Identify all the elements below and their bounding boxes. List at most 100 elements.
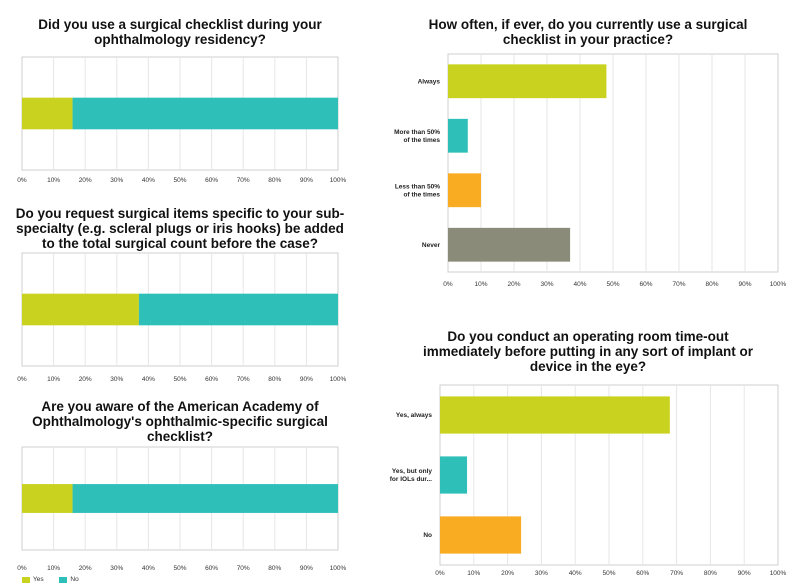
x-tick-label: 50% [602,570,615,577]
x-tick-label: 30% [535,570,548,577]
x-tick-label: 40% [142,565,155,572]
x-tick-label: 40% [142,177,155,184]
chart-timeout-plot: 0% 10% 20% 30% 40% 50% 60% 70% 80% 90% 100% Yes, al… [390,384,787,577]
x-tick-label: 70% [672,281,685,288]
category-label: Never [422,242,441,249]
category-label: Always [418,78,441,85]
chart-title: Do you conduct an operating room time-ou… [368,329,800,374]
bar-1 [440,456,468,494]
x-tick-label: 30% [540,281,553,288]
chart-title-line: Did you use a surgical checklist during … [38,17,322,32]
chart-title-line: immediately before putting in any sort o… [422,344,754,359]
x-tick-label: 90% [300,177,313,184]
x-tick-label: 30% [110,565,123,572]
chart-aao-awareness-plot: 0% 10% 20% 30% 40% 50% 60% 70% 80% 90% 100% [17,446,347,572]
chart-current-practice-plot: 0% 10% 20% 30% 40% 50% 60% 70% 80% 90% 100% Always M… [394,53,787,288]
x-tick-label: 60% [636,570,649,577]
category-label: Yes, but only [392,468,432,475]
bar-segment-yes [22,293,139,326]
chart-title-line: specialty (e.g. scleral plugs or iris ho… [16,221,344,236]
x-tick-label: 0% [17,565,27,572]
bar-2 [448,173,481,208]
bar-2 [440,516,522,554]
bar-segment-no [138,293,338,326]
x-tick-label: 40% [142,376,155,383]
x-tick-label: 30% [110,376,123,383]
x-tick-label: 90% [738,570,751,577]
bar-1 [448,118,468,153]
x-tick-label: 0% [17,376,27,383]
x-tick-label: 30% [110,177,123,184]
x-tick-label: 10% [467,570,480,577]
category-label: of the times [404,191,441,198]
category-label: for IOLs dur... [390,476,432,483]
x-tick-label: 40% [573,281,586,288]
legend-label: No [70,576,79,583]
bar-3 [448,227,571,262]
bar-segment-yes [22,97,73,130]
x-tick-label: 70% [237,177,250,184]
bar-0 [440,396,670,434]
x-tick-label: 100% [330,376,347,383]
legend-label: Yes [33,576,44,583]
chart-aao-awareness: Are you aware of the American Academy of… [0,395,360,587]
category-label: Less than 50% [395,183,440,190]
x-tick-label: 20% [501,570,514,577]
x-tick-label: 80% [268,376,281,383]
category-label: More than 50% [394,129,440,136]
chart-title-line: How often, if ever, do you currently use… [428,17,748,32]
x-tick-label: 10% [474,281,487,288]
chart-residency-checklist: Did you use a surgical checklist during … [0,0,360,195]
legend-swatch [22,576,30,583]
x-tick-label: 60% [205,565,218,572]
chart-title-line: checklist in your practice? [502,32,674,47]
x-tick-label: 50% [173,565,186,572]
bar-segment-no [72,484,338,513]
x-tick-label: 90% [300,376,313,383]
x-tick-label: 70% [237,565,250,572]
chart-title-line: Ophthalmology's ophthalmic-specific surg… [32,414,328,429]
x-tick-label: 100% [330,565,347,572]
chart-title: Are you aware of the American Academy of… [0,399,360,444]
chart-subspecialty-items-plot: 0% 10% 20% 30% 40% 50% 60% 70% 80% 90% 100% [17,252,347,383]
chart-title-line: device in the eye? [529,359,647,374]
legend-item-no: No [59,576,79,583]
x-tick-label: 60% [205,177,218,184]
x-tick-label: 100% [770,570,787,577]
x-tick-label: 80% [268,177,281,184]
x-tick-label: 80% [268,565,281,572]
x-tick-label: 80% [705,281,718,288]
x-tick-label: 100% [770,281,787,288]
legend-swatch [59,576,68,583]
x-tick-label: 0% [17,177,27,184]
category-label: No [423,532,432,539]
x-tick-label: 100% [330,177,347,184]
chart-title-line: to the total surgical count before the c… [41,236,319,251]
chart-legend: Yes No [22,576,93,583]
chart-title: Do you request surgical items specific t… [0,206,360,251]
x-tick-label: 0% [443,281,453,288]
x-tick-label: 80% [704,570,717,577]
chart-title-line: Do you request surgical items specific t… [15,206,345,221]
bar-0 [448,64,607,99]
bar-segment-no [72,97,338,130]
x-tick-label: 50% [606,281,619,288]
x-tick-label: 10% [47,376,60,383]
chart-title: How often, if ever, do you currently use… [368,17,800,47]
x-tick-label: 40% [569,570,582,577]
category-label: of the times [404,137,441,144]
x-tick-label: 70% [237,376,250,383]
x-tick-label: 20% [79,376,92,383]
x-tick-label: 50% [173,177,186,184]
bar-segment-yes [22,484,73,513]
chart-title-line: Do you conduct an operating room time-ou… [447,329,729,344]
x-tick-label: 60% [205,376,218,383]
category-label: Yes, always [396,412,433,419]
x-tick-label: 20% [507,281,520,288]
x-tick-label: 50% [173,376,186,383]
x-tick-label: 20% [79,177,92,184]
chart-title: Did you use a surgical checklist during … [0,17,360,47]
chart-subspecialty-items: Do you request surgical items specific t… [0,195,360,395]
x-tick-label: 10% [47,565,60,572]
x-tick-label: 90% [300,565,313,572]
